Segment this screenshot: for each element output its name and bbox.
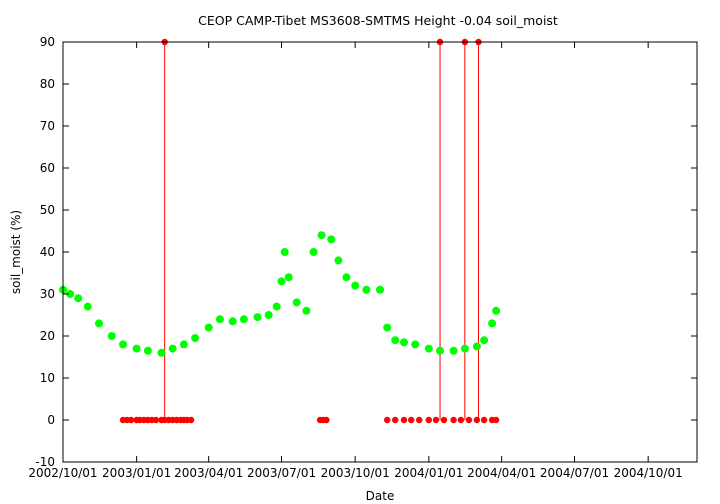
soil-moist-point <box>132 344 141 353</box>
soil-moist-point <box>228 317 237 326</box>
soil-moist-point <box>83 302 92 311</box>
soil-moist-point <box>204 323 213 332</box>
flag-point <box>408 416 415 424</box>
y-tick-label: 30 <box>40 287 55 301</box>
soil-moist-point <box>302 306 311 315</box>
soil-moist-point <box>277 277 286 286</box>
soil-moist-point <box>157 348 166 357</box>
soil-moist-point <box>292 298 301 307</box>
flag-point <box>492 416 500 424</box>
x-tick-label: 2003/04/01 <box>174 466 243 480</box>
flag-point <box>187 416 195 424</box>
y-tick-label: 0 <box>47 413 55 427</box>
soil-moist-point <box>280 248 289 256</box>
y-tick-label: 90 <box>40 35 55 49</box>
x-axis-label: Date <box>366 489 395 503</box>
x-tick-label: 2003/10/01 <box>321 466 390 480</box>
soil-moist-point <box>179 340 188 349</box>
x-tick-label: 2004/01/01 <box>394 466 463 480</box>
y-tick-label: 60 <box>40 161 55 175</box>
soil-moist-point <box>492 306 501 315</box>
soil-moist-point <box>480 336 489 345</box>
y-tick-label: -10 <box>35 455 55 469</box>
flag-point <box>392 416 399 424</box>
chart-title: CEOP CAMP-Tibet MS3608-SMTMS Height -0.0… <box>198 13 558 28</box>
y-axis-label: soil_moist (%) <box>9 210 23 294</box>
flag-point <box>465 416 473 424</box>
soil-moist-point <box>264 311 273 319</box>
x-tick-label: 2004/07/01 <box>540 466 609 480</box>
flag-point <box>432 416 440 424</box>
flag-point <box>480 416 488 424</box>
soil-moist-point <box>383 323 392 332</box>
y-axis: -10 0 10 20 30 40 50 60 70 80 90 <box>35 35 697 469</box>
soil-moist-point <box>472 342 481 351</box>
soil-moist-point <box>436 346 444 355</box>
soil-moist-point <box>107 332 116 340</box>
y-tick-label: 40 <box>40 245 55 259</box>
flag-point <box>416 416 423 424</box>
y-tick-label: 50 <box>40 203 55 217</box>
soil-moist-point <box>191 334 200 343</box>
soil-moist-point <box>334 256 343 265</box>
x-tick-label: 2003/01/01 <box>102 466 171 480</box>
soil-moist-point <box>376 285 384 294</box>
plot-frame <box>62 41 698 463</box>
y-tick-label: 20 <box>40 329 55 343</box>
soil-moist-point <box>449 346 458 355</box>
flag-point <box>457 416 465 424</box>
flag-point <box>400 416 408 424</box>
soil-moist-point <box>272 302 281 311</box>
soil-moist-point <box>74 294 83 303</box>
flag-point <box>127 416 135 424</box>
chart-marks <box>59 38 501 424</box>
soil-moist-point <box>66 290 75 298</box>
soil-moist-point <box>327 235 336 244</box>
flag-point <box>323 416 330 424</box>
y-tick-label: 80 <box>40 77 55 91</box>
soil-moist-point <box>239 315 248 324</box>
soil-moist-point <box>309 248 318 256</box>
x-axis: 2002/10/01 2003/01/01 2003/04/01 2003/07/01… <box>28 42 683 480</box>
flag-point <box>473 416 481 424</box>
flag-point <box>384 416 391 424</box>
soil-moist-point <box>143 346 152 355</box>
y-tick-label: 70 <box>40 119 55 133</box>
flag-point <box>440 416 448 424</box>
soil-moist-point <box>400 338 408 347</box>
soil-moist-point <box>95 319 103 328</box>
flag-point <box>425 416 432 424</box>
soil-moist-point <box>411 340 420 349</box>
soil-moist-point <box>488 319 497 328</box>
soil-moist-point <box>119 340 127 349</box>
soil-moist-point <box>362 285 371 294</box>
soil-moist-point <box>168 344 177 353</box>
soil-moist-point <box>391 336 400 345</box>
y-tick-label: 10 <box>40 371 55 385</box>
soil-moist-point <box>424 344 433 353</box>
flag-point <box>450 416 457 424</box>
soil-moist-point <box>317 231 326 240</box>
soil-moist-point <box>284 273 293 282</box>
soil-moist-point <box>215 315 224 324</box>
soil-moist-point <box>253 313 262 322</box>
soil-moist-point <box>342 273 351 282</box>
x-tick-label: 2002/10/01 <box>28 466 97 480</box>
x-tick-label: 2003/07/01 <box>247 466 316 480</box>
soil-moist-point <box>460 344 469 353</box>
soil-moist-point <box>351 281 360 290</box>
x-tick-label: 2004/10/01 <box>614 466 683 480</box>
x-tick-label: 2004/04/01 <box>467 466 536 480</box>
flag-point <box>152 416 160 424</box>
